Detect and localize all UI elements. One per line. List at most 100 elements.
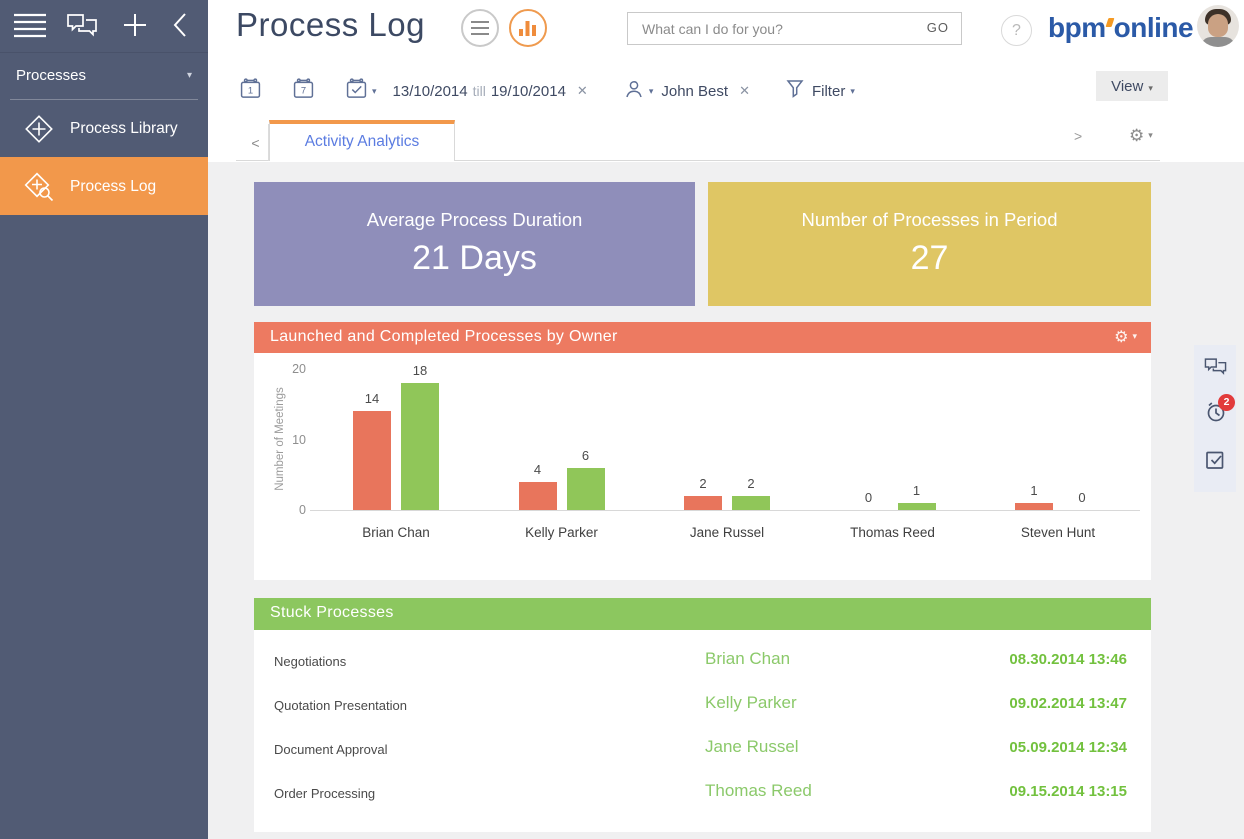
calendar-period-icon[interactable] [346, 78, 367, 104]
stuck-processes-panel: Stuck Processes Negotiations Brian Chan 08… [254, 598, 1151, 832]
stuck-process-row[interactable]: Order Processing Thomas Reed 09.15.2014 13… [254, 772, 1151, 816]
metric-title: Number of Processes in Period [801, 209, 1058, 230]
chart-settings-button[interactable]: ⚙ ▾ [1114, 327, 1137, 347]
date-to[interactable]: 19/10/2014 [490, 82, 566, 100]
owner-filter-icon[interactable] [624, 79, 644, 104]
collapse-sidebar-icon[interactable] [172, 12, 188, 43]
caret-down-icon[interactable]: ▾ [372, 85, 377, 96]
avatar-face [1208, 14, 1228, 37]
workplace-selector[interactable]: Processes ▾ [0, 52, 208, 99]
caret-down-icon: ▾ [1148, 82, 1153, 93]
view-button[interactable]: View ▾ [1096, 71, 1168, 101]
owner-filter-value[interactable]: John Best [661, 82, 729, 100]
bar-launched-kelly-parker[interactable] [518, 482, 557, 510]
bar-value-label: 1 [1030, 482, 1038, 498]
category-label: Thomas Reed [850, 525, 935, 540]
messages-icon[interactable] [1204, 357, 1227, 382]
filter-funnel-icon[interactable] [786, 79, 804, 103]
bar-completed-jane-russel[interactable] [732, 496, 770, 510]
caret-down-icon[interactable]: ▾ [850, 85, 855, 96]
bar-launched-jane-russel[interactable] [684, 496, 722, 510]
bar-completed-brian-chan[interactable] [401, 383, 439, 510]
process-start-date: 08.30.2014 13:46 [1009, 651, 1127, 668]
sidebar-divider [10, 99, 198, 100]
process-start-date: 09.15.2014 13:15 [1009, 783, 1127, 800]
caret-down-icon: ▾ [186, 70, 192, 81]
process-owner-link[interactable]: Kelly Parker [705, 693, 797, 712]
chart-plot-area: 14 18 4 6 2 2 0 1 1 0 [310, 363, 1140, 511]
command-line[interactable]: GO [627, 12, 962, 45]
bar-completed-kelly-parker[interactable] [566, 468, 605, 510]
stuck-process-row[interactable]: Quotation Presentation Kelly Parker 09.02.… [254, 684, 1151, 728]
chart-title: Launched and Completed Processes by Owne… [270, 328, 618, 345]
date-from[interactable]: 13/10/2014 [392, 82, 468, 100]
process-start-date: 09.02.2014 13:47 [1009, 695, 1127, 712]
caret-down-icon[interactable]: ▾ [648, 85, 654, 96]
metric-value: 27 [910, 239, 949, 277]
main-menu-icon[interactable] [12, 11, 48, 44]
caret-down-icon: ▾ [1148, 130, 1153, 140]
stuck-process-row[interactable]: Negotiations Brian Chan 08.30.2014 13:46 [254, 640, 1151, 684]
bar-value-label: 14 [364, 391, 380, 407]
calendar-day-icon[interactable]: 1 [240, 78, 261, 104]
calendar-week-icon[interactable]: 7 [293, 78, 314, 104]
chart-panel: Launched and Completed Processes by Owne… [254, 322, 1151, 580]
process-owner-link[interactable]: Thomas Reed [705, 781, 812, 800]
process-name: Quotation Presentation [274, 698, 407, 713]
calendar-week-glyph: 7 [301, 86, 306, 97]
bar-chart: Number of Meetings 14 18 4 6 2 2 0 1 1 0 0 10 20 Bri… [254, 353, 1151, 580]
filter-label[interactable]: Filter [811, 82, 846, 100]
tabs-scroll-right[interactable]: > [1074, 128, 1083, 144]
search-input[interactable] [628, 13, 908, 44]
tab-activity-analytics[interactable]: Activity Analytics [269, 120, 455, 161]
list-view-button[interactable] [461, 9, 499, 47]
bar-launched-brian-chan[interactable] [353, 411, 391, 510]
bar-value-label: 1 [912, 482, 921, 498]
sidebar-item-process-log[interactable]: Process Log [0, 157, 208, 215]
calendar-day-glyph: 1 [248, 86, 253, 97]
add-record-icon[interactable] [122, 12, 148, 43]
page-title: Process Log [236, 6, 425, 43]
workplace-label: Processes [16, 67, 87, 84]
tasks-check-icon[interactable] [1205, 449, 1226, 475]
logo-text-2: online [1113, 12, 1194, 43]
filter-bar: 1 7 ▾ 13/10/2014 till 19/10/2014 ✕ ▾ Joh… [240, 74, 855, 108]
process-owner-link[interactable]: Jane Russel [705, 737, 799, 756]
till-label: till [472, 83, 486, 99]
bar-launched-steven-hunt[interactable] [1015, 503, 1053, 510]
go-button[interactable]: GO [926, 20, 949, 35]
process-owner-link[interactable]: Brian Chan [705, 649, 791, 668]
bar-value-label: 18 [412, 363, 428, 379]
avatar[interactable] [1197, 5, 1239, 47]
category-label: Jane Russel [689, 525, 765, 540]
bar-value-label: 0 [1078, 490, 1086, 505]
sidebar-toolbar [0, 0, 208, 52]
analytics-view-button[interactable] [509, 9, 547, 47]
bar-value-label: 2 [747, 475, 755, 491]
bar-value-label: 0 [864, 490, 873, 505]
sidebar-item-label: Process Log [70, 178, 157, 195]
reminders-clock-icon[interactable]: 2 [1205, 394, 1235, 428]
dashboard-content: Average Process Duration 21 Days Number … [208, 162, 1244, 839]
clear-owner-filter-icon[interactable]: ✕ [739, 83, 750, 98]
metric-tile-process-count: Number of Processes in Period 27 [708, 182, 1151, 306]
y-axis-tick: 0 [299, 503, 306, 517]
help-icon[interactable]: ? [1001, 15, 1032, 46]
sidebar-item-process-library[interactable]: Process Library [0, 100, 208, 157]
y-axis-tick: 20 [292, 362, 306, 376]
category-label: Steven Hunt [1020, 525, 1096, 540]
tab-settings-button[interactable]: ⚙ ▾ [1129, 126, 1153, 146]
stuck-process-row[interactable]: Document Approval Jane Russel 05.09.2014 1… [254, 728, 1151, 772]
tabs-scroll-left[interactable]: < [243, 124, 269, 161]
category-label: Brian Chan [362, 525, 430, 540]
gear-icon: ⚙ [1114, 329, 1129, 346]
feed-chat-icon[interactable] [66, 13, 98, 44]
communication-panel: 2 [1194, 345, 1236, 492]
category-label: Kelly Parker [525, 525, 598, 540]
notification-badge: 2 [1218, 394, 1235, 411]
clear-date-filter-icon[interactable]: ✕ [576, 83, 588, 98]
bar-completed-thomas-reed[interactable] [897, 503, 936, 510]
metric-title: Average Process Duration [366, 209, 583, 230]
view-button-label: View [1111, 77, 1144, 95]
